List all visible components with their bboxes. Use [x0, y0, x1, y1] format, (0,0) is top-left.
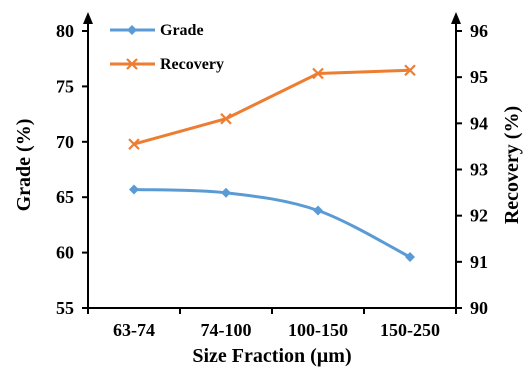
legend-grade-marker: [127, 25, 137, 35]
recovery-point: [312, 67, 324, 80]
left-tick-label: 80: [56, 21, 74, 41]
left-tick-label: 65: [56, 187, 74, 207]
left-tick-label: 70: [56, 132, 74, 152]
x-axis-ticks: 63-74 74-100 100-150 150-250: [87, 308, 457, 340]
series-layer: [128, 64, 416, 263]
recovery-point: [128, 138, 140, 150]
x-tick-label: 63-74: [113, 320, 155, 340]
recovery-point: [404, 64, 416, 77]
left-tick-label: 60: [56, 243, 74, 263]
axes: [83, 12, 461, 309]
right-tick-label: 93: [470, 160, 488, 180]
grade-point: [313, 205, 323, 216]
right-tick-label: 92: [470, 206, 488, 226]
recovery-point: [220, 112, 232, 125]
right-tick-label: 90: [470, 298, 488, 318]
legend: Grade Recovery: [110, 22, 224, 73]
right-axis-ticks: 90 91 92 93 94 95 96: [456, 21, 488, 318]
x-tick-label: 74-100: [201, 320, 252, 340]
recovery-series-line: [133, 68, 411, 146]
left-axis-arrow: [83, 12, 93, 24]
legend-recovery-label: Recovery: [160, 56, 224, 73]
right-tick-label: 94: [470, 113, 488, 133]
grade-series-line: [133, 187, 411, 259]
right-axis-arrow: [451, 12, 461, 24]
legend-recovery-marker: [126, 58, 138, 70]
x-tick-label: 100-150: [288, 320, 348, 340]
legend-item-grade: Grade: [110, 22, 204, 39]
legend-grade-label: Grade: [160, 22, 204, 39]
left-axis-title: Grade (%): [13, 119, 35, 212]
right-tick-label: 96: [470, 21, 488, 41]
grade-point: [129, 184, 139, 195]
grade-point: [221, 187, 231, 198]
left-tick-label: 55: [56, 298, 74, 318]
right-tick-label: 91: [470, 252, 488, 272]
left-tick-label: 75: [56, 76, 74, 96]
left-axis-ticks: 55 60 65 70 75 80: [56, 21, 88, 318]
x-axis-title: Size Fraction (µm): [192, 345, 351, 367]
legend-item-recovery: Recovery: [110, 56, 224, 73]
grade-point: [405, 252, 415, 263]
x-tick-label: 150-250: [380, 320, 440, 340]
right-tick-label: 95: [470, 67, 488, 87]
right-axis-title: Recovery (%): [501, 106, 523, 224]
